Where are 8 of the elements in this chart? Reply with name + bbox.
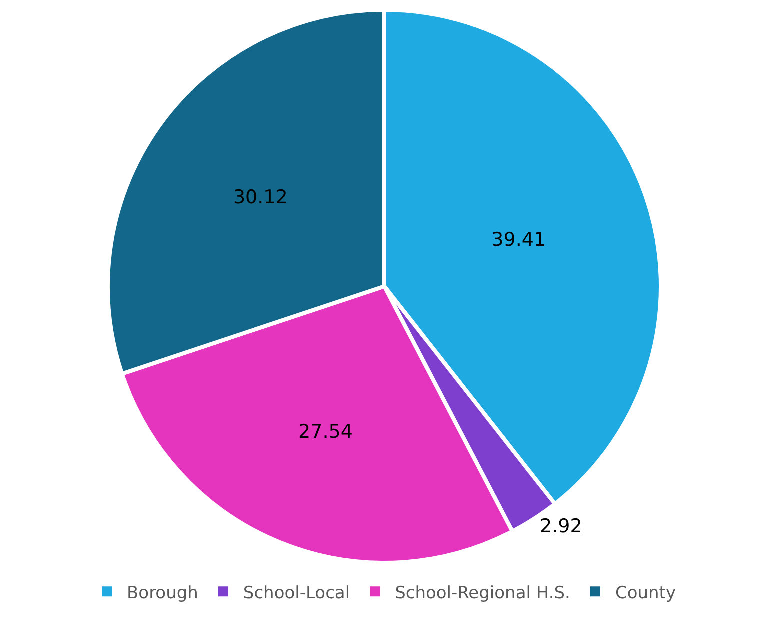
legend-label: School-Regional H.S.	[395, 583, 570, 604]
legend-label: School-Local	[243, 583, 350, 604]
legend-label: Borough	[127, 583, 198, 604]
data-label: 2.92	[540, 516, 582, 538]
data-label: 27.54	[298, 421, 353, 444]
legend-label: County	[615, 583, 676, 604]
data-label: 39.41	[492, 229, 546, 252]
data-label: 30.12	[233, 186, 288, 208]
